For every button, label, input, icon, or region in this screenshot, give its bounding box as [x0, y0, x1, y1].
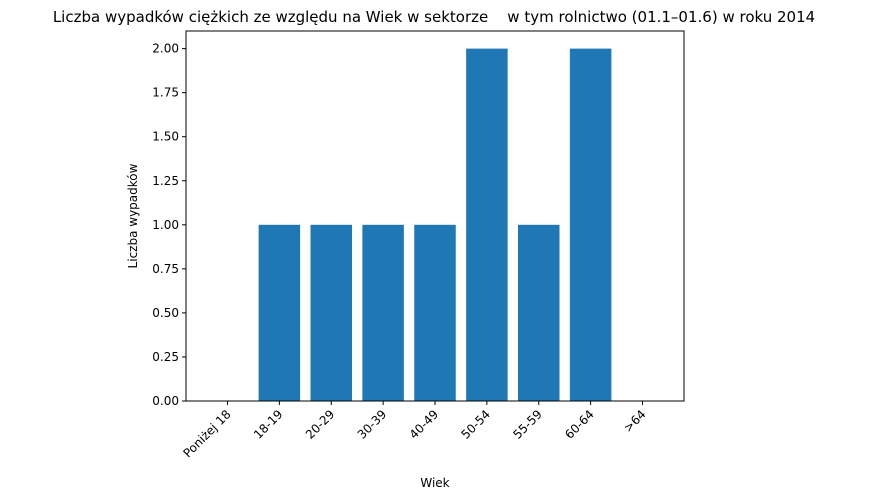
y-tick-label: 0.00	[152, 394, 179, 408]
bar-55-59	[518, 224, 560, 401]
y-tick-label: 1.25	[152, 174, 179, 188]
x-axis-label: Wiek	[420, 476, 449, 490]
x-tick-label: 20-29	[303, 407, 338, 442]
x-tick-label: >64	[621, 407, 649, 435]
x-axis: Poniżej 18 18-19 20-29 30-39 40-49 50-54 55-59…	[180, 401, 649, 460]
y-tick-label: 1.50	[152, 130, 179, 144]
y-tick-label: 1.00	[152, 218, 179, 232]
y-tick-label: 0.50	[152, 306, 179, 320]
bar-20-29	[310, 224, 352, 401]
x-tick-label: Poniżej 18	[180, 407, 233, 460]
y-tick-label: 0.75	[152, 262, 179, 276]
bar-40-49	[414, 224, 456, 401]
x-tick-label: 60-64	[562, 407, 597, 442]
y-tick-label: 2.00	[152, 42, 179, 56]
x-tick-label: 55-59	[510, 407, 545, 442]
x-tick-label: 18-19	[251, 407, 286, 442]
y-tick-label: 0.25	[152, 350, 179, 364]
bar-60-64	[569, 48, 612, 401]
y-tick-label: 1.75	[152, 86, 179, 100]
x-tick-label: 40-49	[407, 407, 442, 442]
chart-title: Liczba wypadków ciężkich ze względu na W…	[53, 8, 815, 26]
bars-group	[258, 48, 612, 401]
x-tick-label: 50-54	[458, 407, 493, 442]
x-tick-label: 30-39	[355, 407, 390, 442]
bar-30-39	[362, 224, 404, 401]
bar-50-54	[466, 48, 508, 401]
bar-18-19	[258, 224, 301, 401]
y-axis: 0.00 0.25 0.50 0.75 1.00 1.25 1.50 1.75 2.00	[152, 42, 186, 408]
y-axis-label: Liczba wypadków	[126, 163, 140, 268]
